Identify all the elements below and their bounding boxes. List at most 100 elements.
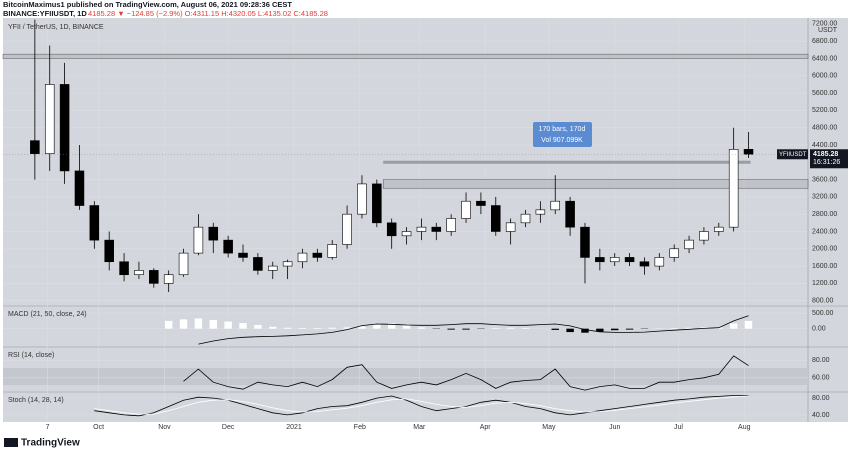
y-tick-label: 80.00 [812, 395, 830, 402]
histogram-bar [596, 328, 604, 332]
candle-body [476, 200, 486, 206]
countdown: 16:31:26 [813, 159, 840, 166]
candle-body [282, 261, 293, 267]
candle-body [699, 231, 709, 241]
y-tick-label: 0.00 [812, 326, 826, 333]
x-tick-label: Mar [413, 424, 426, 431]
histogram-bar [447, 328, 455, 330]
candle-body [238, 252, 248, 258]
candle-body [44, 84, 55, 154]
histogram-bar [298, 328, 307, 329]
candle-body [669, 248, 679, 258]
y-tick-label: 3200.00 [812, 194, 837, 201]
candle-body [639, 261, 650, 267]
candle-body [386, 222, 397, 237]
y-tick-label: 6400.00 [812, 55, 837, 62]
histogram-bar [328, 327, 336, 329]
histogram-bar [283, 327, 292, 329]
histogram-bar [625, 328, 634, 330]
candle-body [89, 205, 100, 241]
candle-body [357, 183, 367, 215]
symbol-tag-text: YFIIUSDT [779, 152, 807, 158]
y-tick-label: 2800.00 [812, 211, 837, 218]
pane-title: MACD (21, 50, close, 24) [8, 311, 87, 318]
indicator-line [198, 315, 749, 345]
histogram-bar [506, 327, 515, 329]
pane-title: YFII / TetherUS, 1D, BINANCE [8, 24, 104, 31]
price-tag [810, 149, 848, 169]
y-tick-label: 800.00 [812, 298, 834, 305]
candle-body [595, 257, 605, 263]
candle-body [59, 84, 70, 172]
candle-body [297, 252, 308, 263]
histogram-bar [417, 327, 426, 329]
candle-body [149, 270, 159, 284]
price-tag-text: 4185.28 [813, 151, 838, 158]
histogram-bar [373, 324, 381, 329]
candle-body [580, 226, 590, 258]
candle-body [535, 209, 546, 215]
candle-body [728, 149, 739, 228]
y-tick-label: 5200.00 [812, 107, 837, 114]
measure-box [533, 122, 592, 147]
histogram-bar [581, 328, 589, 333]
candle-body [178, 252, 189, 276]
publisher: BitcoinMaximus1 published on TradingView… [3, 0, 292, 9]
candle-body [342, 213, 352, 245]
candle-body [743, 149, 754, 155]
histogram-bar [729, 323, 738, 329]
y-tick-label: 5600.00 [812, 90, 837, 97]
symbol: BINANCE:YFIIUSDT, 1D [3, 9, 87, 18]
y-tick-label: 4400.00 [812, 142, 837, 149]
histogram-bar [164, 320, 173, 329]
x-tick-label: Apr [480, 424, 492, 431]
candle-body [520, 213, 531, 224]
x-tick-label: Feb [354, 424, 366, 431]
histogram-bar [492, 328, 500, 329]
histogram-bar [239, 323, 247, 329]
x-tick-label: Dec [222, 424, 235, 431]
candle-body [223, 239, 233, 254]
candle-body [714, 226, 724, 232]
candle-body [208, 226, 219, 241]
plot-area [3, 18, 848, 422]
candle-body [372, 183, 382, 224]
candle-body [461, 200, 471, 219]
candle-body [491, 205, 501, 232]
x-tick-label: 7 [46, 424, 50, 431]
candle-body [74, 170, 85, 206]
candle-body [550, 200, 561, 211]
y-tick-label: 80.00 [812, 357, 830, 364]
histogram-bar [269, 326, 277, 329]
x-tick-label: 2021 [286, 424, 302, 431]
y-tick-label: 500.00 [812, 310, 834, 317]
y-tick-label: 4800.00 [812, 125, 837, 132]
candle-body [416, 226, 427, 232]
y-tick-label: 1600.00 [812, 263, 837, 270]
histogram-bar [685, 327, 693, 329]
histogram-bar [194, 318, 203, 329]
histogram-bar [462, 328, 470, 330]
candle-body [134, 270, 144, 276]
rsi-band [3, 368, 808, 385]
candle-body [654, 257, 665, 267]
quote: 4185.28 ▼ −124.85 (−2.9%) O:4311.15 H:43… [88, 9, 328, 18]
histogram-bar [744, 320, 753, 329]
histogram-bar [313, 328, 322, 329]
candle-body [30, 140, 40, 154]
candle-body [104, 239, 114, 263]
histogram-bar [358, 326, 366, 329]
histogram-bar [610, 328, 619, 331]
x-tick-label: Jun [609, 424, 620, 431]
indicator-line [94, 395, 749, 417]
logo-text: TradingView [21, 438, 80, 449]
candle-body [327, 244, 337, 258]
histogram-bar [551, 328, 559, 330]
histogram-bar [209, 320, 217, 329]
indicator-line [183, 355, 749, 391]
y-tick-label: 3600.00 [812, 176, 837, 183]
candle-body [609, 257, 620, 263]
candle-body [684, 239, 694, 250]
candle-body [505, 222, 516, 232]
symbol-tag [777, 149, 808, 160]
